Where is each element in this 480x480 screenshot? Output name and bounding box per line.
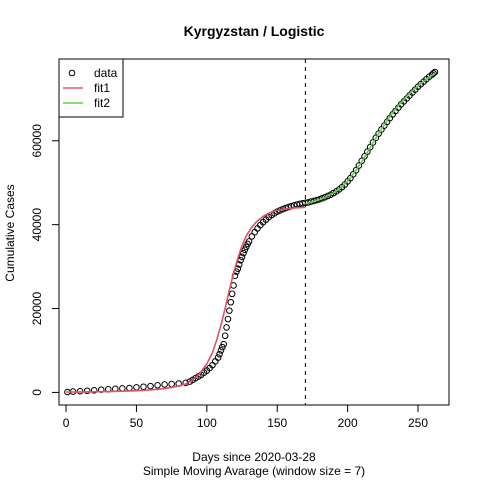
y-tick-label: 20000 — [30, 292, 44, 326]
x-tick-label: 100 — [197, 416, 217, 430]
x-tick-label: 150 — [267, 416, 287, 430]
x-tick-label: 0 — [63, 416, 70, 430]
data-point — [318, 194, 326, 202]
legend-marker-data — [68, 69, 76, 77]
x-tick-label: 50 — [130, 416, 144, 430]
data-point — [211, 358, 219, 365]
data-point — [369, 139, 377, 146]
data-point — [316, 195, 323, 203]
data-point — [224, 315, 232, 323]
data-point — [245, 238, 253, 245]
data-point — [216, 350, 223, 358]
data-point — [133, 384, 140, 391]
chart-title: Kyrgyzstan / Logistic — [184, 23, 325, 39]
series-line-fit1 — [65, 206, 306, 393]
data-point — [431, 68, 439, 76]
plot-frame — [58, 58, 450, 406]
x-axis-label: Days since 2020-03-28 — [192, 450, 316, 464]
data-point — [154, 381, 161, 389]
data-point — [223, 324, 230, 331]
data-point — [352, 166, 360, 174]
data-point — [161, 381, 168, 388]
data-point — [430, 69, 437, 77]
data-point — [228, 290, 236, 298]
legend-label-fit2: fit2 — [94, 96, 110, 110]
data-point — [240, 249, 247, 257]
data-point — [126, 384, 133, 392]
data-point — [227, 298, 235, 306]
data-point — [226, 307, 233, 314]
legend-label-fit1: fit1 — [94, 81, 110, 95]
data-point — [238, 253, 246, 261]
data-point — [140, 383, 147, 391]
data-point — [221, 332, 229, 340]
data-point — [364, 148, 371, 155]
data-point — [251, 228, 259, 236]
y-tick-label: 60000 — [30, 124, 44, 158]
data-point — [168, 380, 175, 388]
data-point — [147, 382, 154, 390]
data-point — [220, 340, 228, 348]
y-tick-label: 40000 — [30, 208, 44, 242]
data-point — [361, 152, 368, 160]
y-tick-label: 0 — [30, 389, 44, 396]
x-tick-label: 250 — [408, 416, 428, 430]
data-point — [217, 347, 225, 354]
data-point — [355, 162, 363, 169]
legend-box — [58, 58, 124, 118]
y-axis-label: Cumulative Cases — [3, 184, 17, 281]
x-axis-sublabel: Simple Moving Avarage (window size = 7) — [143, 464, 365, 478]
data-point — [366, 143, 374, 151]
x-tick-label: 200 — [338, 416, 358, 430]
data-point — [214, 354, 222, 361]
legend-label-data: data — [94, 66, 118, 80]
data-point — [358, 157, 366, 165]
series-line-fit2 — [305, 73, 436, 205]
data-point — [90, 387, 98, 394]
data-point — [83, 387, 91, 395]
